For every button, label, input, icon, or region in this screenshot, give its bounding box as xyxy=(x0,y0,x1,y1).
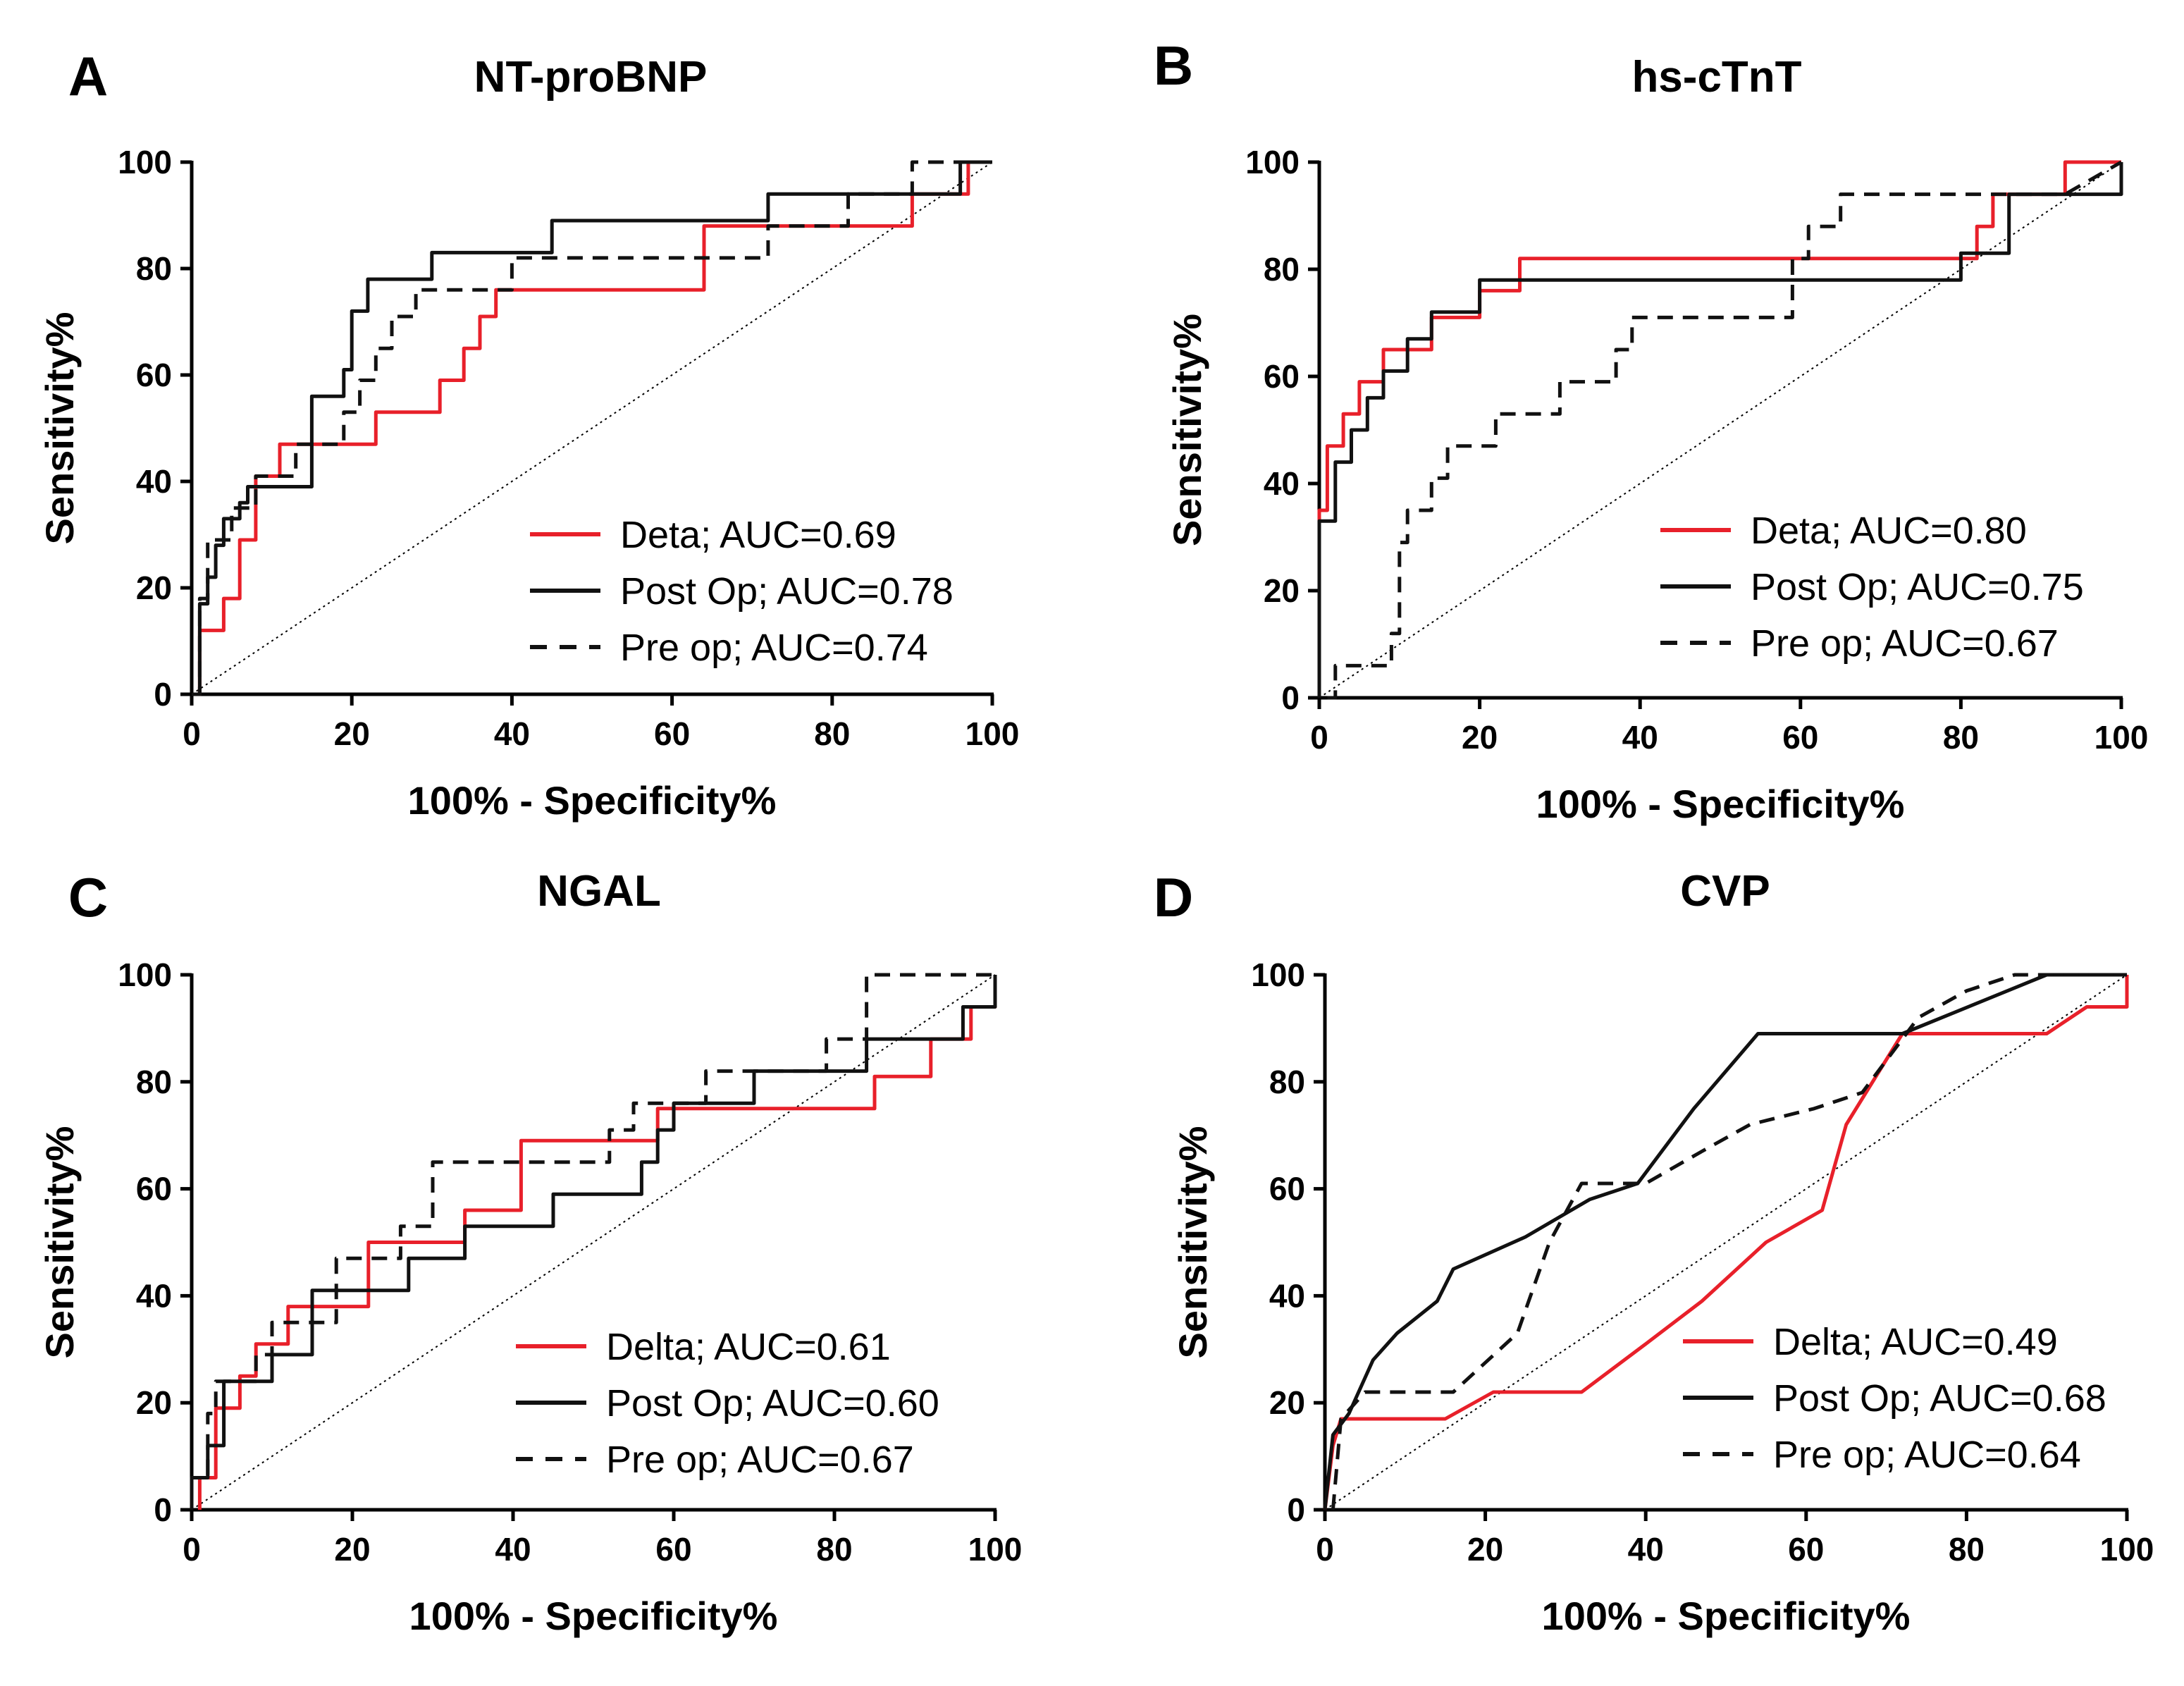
legend-label: Deta; AUC=0.80 xyxy=(1751,510,2027,552)
legend-label: Post Op; AUC=0.75 xyxy=(1751,566,2084,608)
y-tick-label: 40 xyxy=(136,1277,172,1314)
x-tick-label: 100 xyxy=(2100,1531,2154,1568)
y-tick-label: 0 xyxy=(1287,1491,1305,1528)
y-axis-label: Sensitivity% xyxy=(1171,1126,1215,1359)
legend-label: Post Op; AUC=0.60 xyxy=(606,1382,939,1425)
legend-label: Delta; AUC=0.61 xyxy=(606,1326,891,1368)
y-tick-label: 0 xyxy=(154,676,172,713)
y-tick-label: 100 xyxy=(118,144,172,180)
y-axis-label: Sensitivity% xyxy=(1165,314,1209,546)
x-axis-label: 100% - Specificity% xyxy=(1542,1594,1911,1638)
x-axis-label: 100% - Specificity% xyxy=(409,1594,778,1638)
panel-letter: A xyxy=(68,45,108,107)
x-tick-label: 40 xyxy=(1622,719,1658,756)
panel-letter: B xyxy=(1154,35,1193,97)
y-tick-label: 80 xyxy=(136,1064,172,1100)
reference-diagonal xyxy=(1324,974,2128,1510)
x-tick-label: 100 xyxy=(2094,719,2149,756)
panel-a: A NT-proBNP 0 20 40 60 80 100 0 20 40 60 80 100 100% -… xyxy=(37,45,1019,823)
x-tick-label: 20 xyxy=(1467,1531,1503,1568)
x-tick-label: 60 xyxy=(1788,1531,1824,1568)
series-line-3 xyxy=(1327,160,2123,700)
x-tick-label: 60 xyxy=(655,1531,691,1568)
series-line-3 xyxy=(1331,973,2127,1510)
y-tick-label: 100 xyxy=(1245,144,1300,180)
series-line-1 xyxy=(197,975,997,1510)
y-tick-label: 0 xyxy=(154,1491,172,1528)
series-line-2 xyxy=(1317,162,2123,698)
x-axis-label: 100% - Specificity% xyxy=(408,778,777,823)
x-axis-label: 100% - Specificity% xyxy=(1536,782,1905,826)
legend-label: Pre op; AUC=0.67 xyxy=(1751,622,2059,665)
panel-letter: D xyxy=(1154,866,1193,928)
series-line-3 xyxy=(190,973,995,1510)
x-tick-label: 60 xyxy=(654,715,690,752)
y-axis-label: Sensitivity% xyxy=(37,312,82,545)
legend-label: Post Op; AUC=0.78 xyxy=(620,570,954,613)
x-tick-label: 0 xyxy=(183,715,201,752)
y-tick-label: 20 xyxy=(1269,1384,1305,1421)
x-tick-label: 80 xyxy=(814,715,850,752)
y-tick-label: 40 xyxy=(1264,465,1300,502)
panel-d: D CVP 0 20 40 60 80 100 0 20 40 60 80 100 100% - Speci… xyxy=(1154,866,2154,1638)
reference-diagonal xyxy=(191,974,996,1510)
x-tick-label: 0 xyxy=(1310,719,1328,756)
y-tick-label: 20 xyxy=(136,1384,172,1421)
y-tick-label: 60 xyxy=(1269,1171,1305,1207)
chart-title: NGAL xyxy=(537,867,661,916)
y-tick-label: 60 xyxy=(1264,358,1300,395)
x-tick-label: 100 xyxy=(968,1531,1023,1568)
panel-letter: C xyxy=(68,866,108,928)
y-tick-label: 40 xyxy=(1269,1277,1305,1314)
y-tick-label: 60 xyxy=(136,357,172,393)
panel-c: C NGAL 0 20 40 60 80 100 0 20 40 60 80 100 100% - Spec… xyxy=(37,866,1022,1638)
series-line-3 xyxy=(192,160,992,696)
chart-title: CVP xyxy=(1680,867,1770,916)
x-tick-label: 40 xyxy=(1628,1531,1664,1568)
x-tick-label: 100 xyxy=(965,715,1020,752)
chart-title: NT-proBNP xyxy=(474,53,708,101)
y-tick-label: 100 xyxy=(1251,956,1305,993)
y-axis-label: Sensitivity% xyxy=(37,1126,82,1359)
y-tick-label: 80 xyxy=(1264,251,1300,288)
x-tick-label: 60 xyxy=(1782,719,1818,756)
y-tick-label: 40 xyxy=(136,463,172,500)
legend-label: Deta; AUC=0.69 xyxy=(620,514,896,556)
series-line-1 xyxy=(1323,975,2129,1510)
chart-title: hs-cTnT xyxy=(1631,53,1801,101)
y-tick-label: 20 xyxy=(1264,572,1300,609)
x-tick-label: 40 xyxy=(495,1531,531,1568)
x-tick-label: 80 xyxy=(1943,719,1979,756)
series-line-1 xyxy=(192,160,992,696)
y-tick-label: 80 xyxy=(1269,1064,1305,1100)
x-tick-label: 80 xyxy=(816,1531,852,1568)
x-tick-label: 20 xyxy=(334,1531,370,1568)
x-tick-label: 80 xyxy=(1949,1531,1985,1568)
legend-label: Pre op; AUC=0.64 xyxy=(1773,1434,2081,1476)
x-tick-label: 0 xyxy=(183,1531,201,1568)
y-tick-label: 100 xyxy=(118,956,172,993)
x-tick-label: 20 xyxy=(1462,719,1498,756)
x-tick-label: 40 xyxy=(494,715,530,752)
y-tick-label: 60 xyxy=(136,1171,172,1207)
legend-label: Post Op; AUC=0.68 xyxy=(1773,1377,2106,1420)
reference-diagonal xyxy=(191,161,993,695)
y-tick-label: 20 xyxy=(136,570,172,606)
x-tick-label: 20 xyxy=(334,715,370,752)
series-line-2 xyxy=(1323,973,2127,1510)
legend-label: Delta; AUC=0.49 xyxy=(1773,1321,2058,1363)
series-line-2 xyxy=(190,975,997,1510)
y-tick-label: 80 xyxy=(136,250,172,287)
legend-label: Pre op; AUC=0.67 xyxy=(606,1439,914,1481)
reference-diagonal xyxy=(1319,161,2122,699)
series-line-1 xyxy=(1317,160,2121,698)
legend-label: Pre op; AUC=0.74 xyxy=(620,627,928,669)
x-tick-label: 0 xyxy=(1316,1531,1334,1568)
y-tick-label: 0 xyxy=(1281,679,1300,716)
series-line-2 xyxy=(192,160,992,696)
